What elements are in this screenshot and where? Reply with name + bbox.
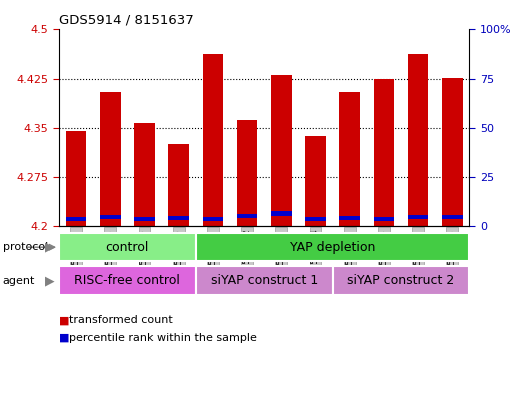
Bar — [408, 215, 428, 219]
Bar — [237, 213, 258, 218]
Bar — [100, 215, 121, 219]
Bar — [408, 54, 428, 226]
Bar — [134, 123, 155, 226]
Text: siYAP construct 2: siYAP construct 2 — [347, 274, 455, 287]
Text: agent: agent — [3, 275, 35, 286]
Bar — [271, 211, 291, 216]
Text: ■: ■ — [59, 333, 69, 343]
Bar — [305, 136, 326, 226]
Bar — [196, 266, 332, 295]
Text: control: control — [106, 241, 149, 254]
Bar — [59, 233, 196, 261]
Bar — [373, 79, 394, 226]
Text: ▶: ▶ — [46, 274, 55, 287]
Bar — [100, 92, 121, 226]
Text: GDS5914 / 8151637: GDS5914 / 8151637 — [59, 14, 194, 27]
Bar — [203, 217, 223, 221]
Text: protocol: protocol — [3, 242, 48, 252]
Text: siYAP construct 1: siYAP construct 1 — [210, 274, 318, 287]
Bar — [168, 216, 189, 220]
Bar — [59, 266, 196, 295]
Text: ▶: ▶ — [46, 241, 55, 254]
Bar — [340, 92, 360, 226]
Text: YAP depletion: YAP depletion — [290, 241, 376, 254]
Bar — [66, 131, 86, 226]
Bar — [332, 266, 469, 295]
Bar — [196, 233, 469, 261]
Bar — [237, 120, 258, 226]
Bar — [373, 217, 394, 221]
Bar — [203, 54, 223, 226]
Bar — [340, 216, 360, 220]
Text: transformed count: transformed count — [69, 315, 173, 325]
Bar — [271, 75, 291, 226]
Bar — [442, 215, 463, 219]
Text: percentile rank within the sample: percentile rank within the sample — [69, 333, 257, 343]
Text: ■: ■ — [59, 315, 69, 325]
Bar — [168, 144, 189, 226]
Bar — [66, 217, 86, 221]
Bar — [442, 78, 463, 226]
Text: RISC-free control: RISC-free control — [74, 274, 181, 287]
Bar — [305, 217, 326, 221]
Bar — [134, 217, 155, 221]
